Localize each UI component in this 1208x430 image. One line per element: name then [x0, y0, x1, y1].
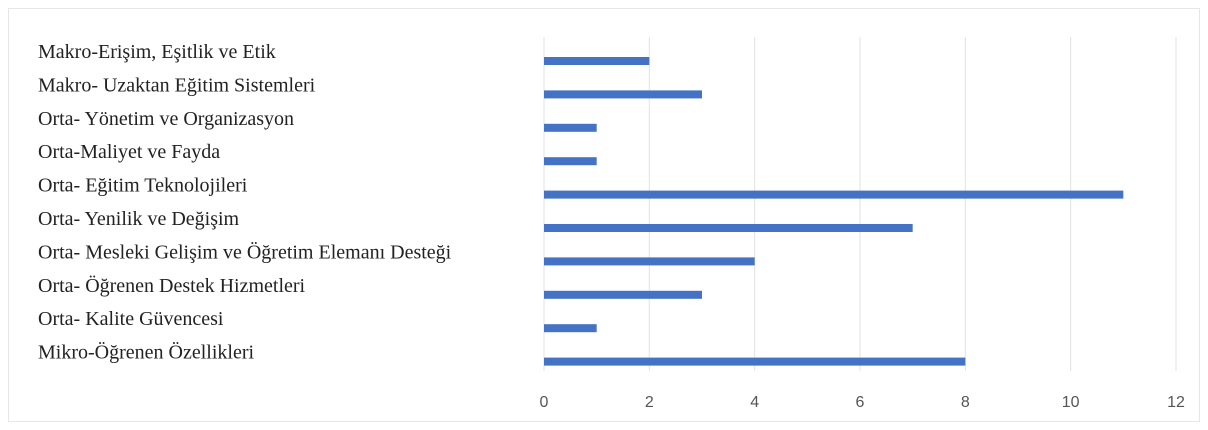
- category-label: Makro- Uzaktan Eğitim Sistemleri: [38, 74, 316, 96]
- chart-frame: Makro-Erişim, Eşitlik ve Etik Makro- Uzak…: [8, 8, 1200, 422]
- x-tick-label: 10: [1062, 394, 1080, 411]
- bar: [544, 157, 597, 166]
- x-tick-label: 12: [1167, 394, 1185, 411]
- category-label: Orta- Öğrenen Destek Hizmetleri: [38, 274, 306, 297]
- category-label: Orta- Kalite Güvencesi: [38, 308, 224, 330]
- bar: [544, 257, 755, 266]
- bars: [544, 57, 1124, 366]
- category-label: Makro-Erişim, Eşitlik ve Etik: [38, 41, 276, 63]
- gridlines: [543, 37, 1177, 371]
- bar: [544, 357, 966, 366]
- category-label: Mikro-Öğrenen Özellikleri: [38, 341, 254, 364]
- x-tick-label: 4: [750, 394, 759, 411]
- bar: [544, 224, 913, 232]
- x-tick-label: 2: [645, 394, 654, 411]
- category-label: Orta- Eğitim Teknolojileri: [38, 175, 248, 197]
- category-label: Orta- Mesleki Gelişim ve Öğretim Elemanı…: [38, 240, 452, 263]
- x-tick-label: 8: [961, 394, 970, 411]
- bar: [544, 123, 597, 132]
- bar: [544, 90, 702, 99]
- category-label: Orta- Yönetim ve Organizasyon: [38, 108, 294, 130]
- category-label: Orta-Maliyet ve Fayda: [38, 141, 220, 163]
- bar: [544, 57, 650, 65]
- bar: [544, 290, 702, 299]
- x-tick-label: 0: [540, 394, 549, 411]
- x-tick-label: 6: [856, 394, 865, 411]
- category-label: Orta- Yenilik ve Değişim: [38, 208, 240, 230]
- x-axis-tick-labels: 0 2 4 6 8 10 12: [540, 394, 1185, 411]
- bar: [544, 190, 1124, 199]
- category-labels: Makro-Erişim, Eşitlik ve Etik Makro- Uzak…: [38, 41, 452, 364]
- bar-chart: Makro-Erişim, Eşitlik ve Etik Makro- Uzak…: [38, 37, 1185, 411]
- bar: [544, 324, 597, 333]
